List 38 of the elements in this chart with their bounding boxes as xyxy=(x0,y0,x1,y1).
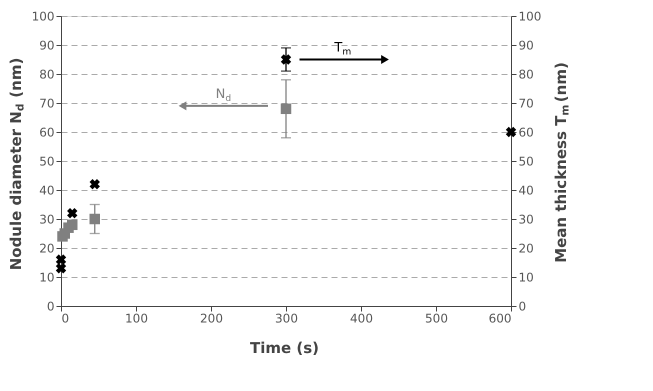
point xyxy=(56,263,66,274)
y2-tick-label: 40 xyxy=(518,184,534,198)
y-tick-label: 100 xyxy=(32,10,54,24)
y2-tick-label: 30 xyxy=(518,212,534,226)
y-axis-title: Nodule diameter Nd (nm) xyxy=(7,58,26,270)
y2-tick-label: 70 xyxy=(518,96,534,110)
y-tick-label: 40 xyxy=(39,184,54,198)
x-tick-label: 0 xyxy=(62,312,70,326)
x-tick-label: 100 xyxy=(125,312,148,326)
x-tick-label: 200 xyxy=(200,312,223,326)
point xyxy=(506,126,516,138)
y2-tick-label: 60 xyxy=(518,126,534,140)
y-tick-label: 50 xyxy=(39,154,54,168)
x-tick-label: 400 xyxy=(350,312,373,326)
point xyxy=(67,208,78,218)
y2-tick-label: 80 xyxy=(518,68,534,82)
y-tick-label: 80 xyxy=(39,68,54,82)
y-tick-label: 60 xyxy=(39,126,54,140)
y2-tick-label: 20 xyxy=(518,242,534,256)
y-tick-label: 30 xyxy=(39,212,54,226)
y2-tick-label: 10 xyxy=(518,270,534,284)
point xyxy=(56,254,66,265)
y-tick-label: 70 xyxy=(39,96,54,110)
x-axis-title: Time (s) xyxy=(250,339,320,357)
y2-tick-label: 100 xyxy=(518,10,542,24)
y-tick-label: 10 xyxy=(39,270,54,284)
y2-axis-title: Mean thickness Tm (nm) xyxy=(552,62,572,263)
y2-tick-label: 90 xyxy=(518,38,534,52)
x-tick-label: 600 xyxy=(488,312,512,326)
point xyxy=(67,220,78,230)
x-tick-label: 500 xyxy=(425,312,448,326)
y2-tick-label: 50 xyxy=(518,154,534,168)
y-tick-label: 90 xyxy=(39,38,54,52)
x-tick-label: 300 xyxy=(275,312,298,326)
y-tick-label: 20 xyxy=(39,242,54,256)
y2-tick-label: 0 xyxy=(518,300,526,314)
point xyxy=(90,179,100,190)
y-tick-label: 0 xyxy=(46,300,54,314)
